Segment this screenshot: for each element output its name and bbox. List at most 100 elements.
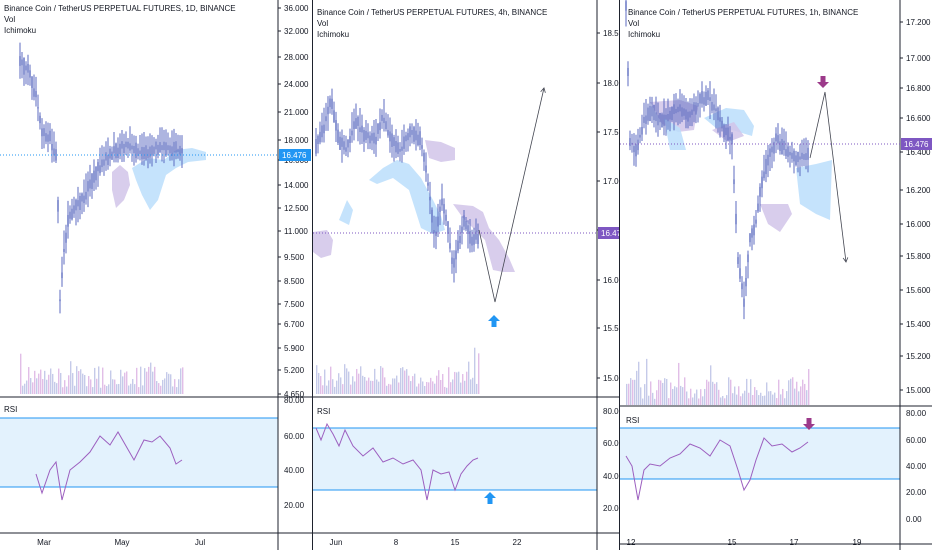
volume-bar	[54, 381, 56, 394]
volume-bar	[86, 386, 88, 394]
volume-bar	[720, 397, 722, 405]
volume-bar	[750, 379, 752, 405]
time-tick-label: 17	[790, 538, 799, 547]
candle-body	[173, 141, 175, 153]
volume-bar	[376, 379, 378, 394]
volume-bar	[64, 380, 66, 394]
volume-bar	[82, 373, 84, 394]
candle-body	[353, 121, 355, 129]
price-tick-label: 12.500	[284, 204, 309, 213]
candle-body	[629, 138, 631, 147]
volume-bar	[644, 384, 646, 405]
candle-body	[371, 133, 373, 141]
volume-bar	[128, 385, 130, 394]
candle-body	[625, 1, 627, 11]
candle-body	[459, 235, 461, 244]
candle-body	[19, 56, 21, 66]
volume-bar	[758, 395, 760, 405]
candle-body	[747, 254, 749, 263]
chart-canvas-1h[interactable]: 17.200 17.000 16.800 16.600 16.400 16.200 16.0…	[620, 0, 932, 550]
volume-bar	[780, 394, 782, 405]
ichimoku-cloud	[369, 160, 445, 234]
volume-bar	[668, 398, 670, 405]
candle-body	[807, 147, 809, 160]
volume-bar	[776, 398, 778, 405]
candle-body	[453, 258, 455, 268]
chart-canvas-4h[interactable]: 18.50018.00017.50017.00016.50016.00015.5…	[313, 0, 619, 550]
price-tick-label: 18.000	[603, 79, 619, 88]
volume-bar	[104, 384, 106, 394]
price-tick-label: 6.700	[284, 320, 305, 329]
volume-bar	[738, 386, 740, 405]
rsi-label[interactable]: RSI	[317, 407, 331, 416]
candle-body	[641, 126, 643, 135]
candle-body	[83, 195, 85, 204]
rsi-label[interactable]: RSI	[4, 405, 18, 414]
volume-bar	[694, 393, 696, 405]
volume-bar	[712, 381, 714, 405]
candle-body	[117, 147, 119, 158]
volume-bar	[470, 379, 472, 394]
volume-bar	[440, 379, 442, 394]
chart-canvas-1d[interactable]: 36.00032.00028.00024.00021.00018.00016.0…	[0, 0, 312, 550]
candle-body	[663, 114, 665, 127]
volume-bar	[710, 365, 712, 405]
rsi-band	[620, 428, 900, 479]
volume-bar	[94, 367, 96, 394]
candle-body	[649, 105, 651, 122]
time-tick-label: 15	[728, 538, 737, 547]
volume-bar	[400, 368, 402, 394]
chart-panel-4h[interactable]: 18.50018.00017.50017.00016.50016.00015.5…	[313, 0, 619, 550]
volume-bar	[178, 379, 180, 394]
candle-body	[327, 106, 329, 115]
rsi-label[interactable]: RSI	[626, 416, 640, 425]
candle-body	[679, 104, 681, 112]
chart-title: Binance Coin / TetherUS PERPETUAL FUTURE…	[317, 8, 548, 17]
volume-bar	[32, 382, 34, 394]
volume-bar	[706, 379, 708, 405]
volume-bar	[166, 372, 168, 394]
candle-body	[633, 146, 635, 153]
volume-bar	[348, 371, 350, 394]
volume-bar	[394, 378, 396, 394]
candle-body	[441, 198, 443, 206]
volume-bar	[146, 371, 148, 394]
last-price-label: 16.476	[282, 151, 307, 160]
volume-bar	[802, 379, 804, 405]
candle-body	[339, 136, 341, 150]
candle-body	[443, 204, 445, 214]
study-vol-label[interactable]: Vol	[628, 19, 640, 28]
chart-panel-1h[interactable]: 17.200 17.000 16.800 16.600 16.400 16.200 16.0…	[620, 0, 932, 550]
study-ichimoku-label[interactable]: Ichimoku	[628, 30, 661, 39]
candle-body	[93, 170, 95, 183]
volume-bar	[108, 384, 110, 394]
candle-body	[137, 148, 139, 156]
price-tick-label: 16.400	[906, 148, 931, 157]
volume-bar	[58, 368, 60, 394]
volume-bar	[80, 369, 82, 394]
volume-bar	[148, 366, 150, 394]
price-tick-label: 16.200	[906, 186, 931, 195]
chart-panel-1d[interactable]: 36.00032.00028.00024.00021.00018.00016.0…	[0, 0, 312, 550]
candle-body	[749, 233, 751, 243]
candle-body	[693, 102, 695, 112]
volume-bar	[366, 380, 368, 394]
volume-bar	[76, 366, 78, 394]
candle-body	[463, 215, 465, 227]
study-ichimoku-label[interactable]: Ichimoku	[4, 26, 37, 35]
study-vol-label[interactable]: Vol	[317, 19, 329, 28]
candle-body	[751, 228, 753, 238]
study-vol-label[interactable]: Vol	[4, 15, 16, 24]
volume-bar	[338, 373, 340, 394]
volume-bar	[446, 387, 448, 394]
candle-body	[783, 140, 785, 151]
price-tick-label: 36.000	[284, 4, 309, 13]
candle-body	[657, 115, 659, 126]
candle-body	[115, 143, 117, 159]
study-ichimoku-label[interactable]: Ichimoku	[317, 30, 350, 39]
rsi-tick-label: 0.00	[906, 515, 922, 524]
candle-body	[469, 230, 471, 244]
volume-bar	[420, 377, 422, 394]
candle-body	[433, 230, 435, 233]
candle-body	[373, 132, 375, 144]
